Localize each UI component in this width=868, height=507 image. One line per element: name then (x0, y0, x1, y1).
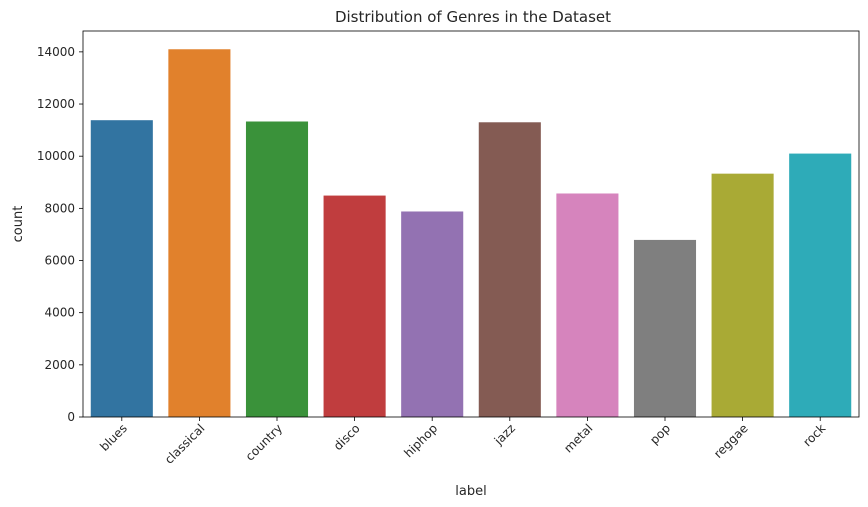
y-tick-label: 2000 (44, 358, 75, 372)
bar-metal (556, 193, 619, 417)
y-tick-label: 0 (67, 410, 75, 424)
bar-pop (633, 239, 697, 417)
plot-area: 0 2000 4000 6000 8000 10000 12000 14000 blues cla… (37, 45, 852, 467)
y-tick-label: 6000 (44, 254, 75, 268)
x-tick-label: rock (800, 421, 828, 449)
x-tick-label: hiphop (401, 421, 440, 460)
x-tick-label: country (243, 421, 285, 463)
y-tick-label: 14000 (37, 45, 75, 59)
x-tick-label: blues (97, 421, 130, 454)
y-axis-label: count (11, 206, 26, 243)
bar-rock (789, 153, 852, 417)
x-tick-label: metal (561, 421, 595, 455)
chart-title: Distribution of Genres in the Dataset (335, 8, 611, 26)
y-tick-label: 8000 (44, 201, 75, 215)
bar-blues (90, 120, 153, 417)
x-tick-label: classical (162, 421, 208, 467)
bar-disco (323, 195, 386, 417)
plot-frame (82, 30, 860, 418)
y-tick-label: 12000 (37, 97, 75, 111)
y-tick-label: 10000 (37, 149, 75, 163)
bar-reggae (711, 173, 774, 417)
x-tick-label: pop (647, 421, 673, 447)
y-tick-label: 4000 (44, 306, 75, 320)
x-tick-label: reggae (711, 421, 751, 461)
x-tick-label: disco (331, 421, 363, 453)
bar-country (245, 121, 309, 418)
bar-hiphop (401, 211, 464, 417)
x-axis-label: label (455, 484, 486, 499)
x-tick-label: jazz (491, 421, 518, 448)
bar-classical (168, 49, 231, 418)
bar-jazz (478, 122, 541, 417)
